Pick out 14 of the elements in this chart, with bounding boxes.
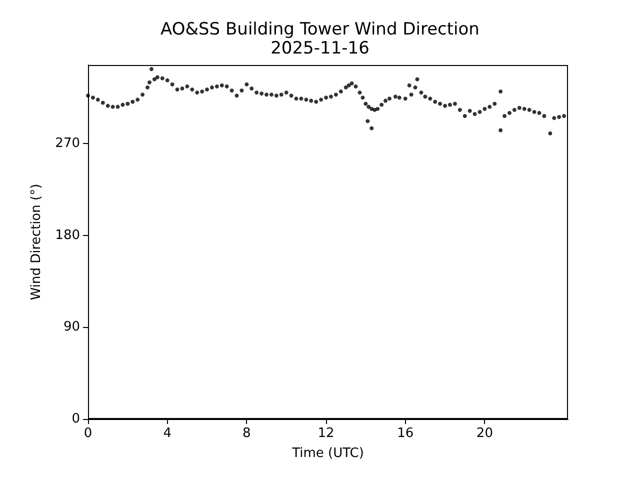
- y-tick-label: 270: [55, 136, 80, 152]
- x-tick-label: 4: [163, 426, 172, 441]
- chart-subtitle: 2025-11-16: [270, 38, 370, 58]
- y-axis-title: Wind Direction (°): [29, 184, 44, 300]
- x-tick-label: 12: [318, 426, 334, 441]
- x-tick-label: 20: [476, 426, 493, 441]
- x-tick-label: 16: [397, 426, 414, 441]
- x-axis-title: Time (UTC): [291, 446, 364, 461]
- y-tick-label: 90: [63, 320, 80, 335]
- x-tick-label: 8: [242, 426, 251, 441]
- x-tick-label: 0: [84, 426, 92, 441]
- chart-title: AO&SS Building Tower Wind Direction: [160, 20, 480, 40]
- y-tick-label: 0: [72, 412, 80, 426]
- y-tick-label: 180: [55, 228, 80, 243]
